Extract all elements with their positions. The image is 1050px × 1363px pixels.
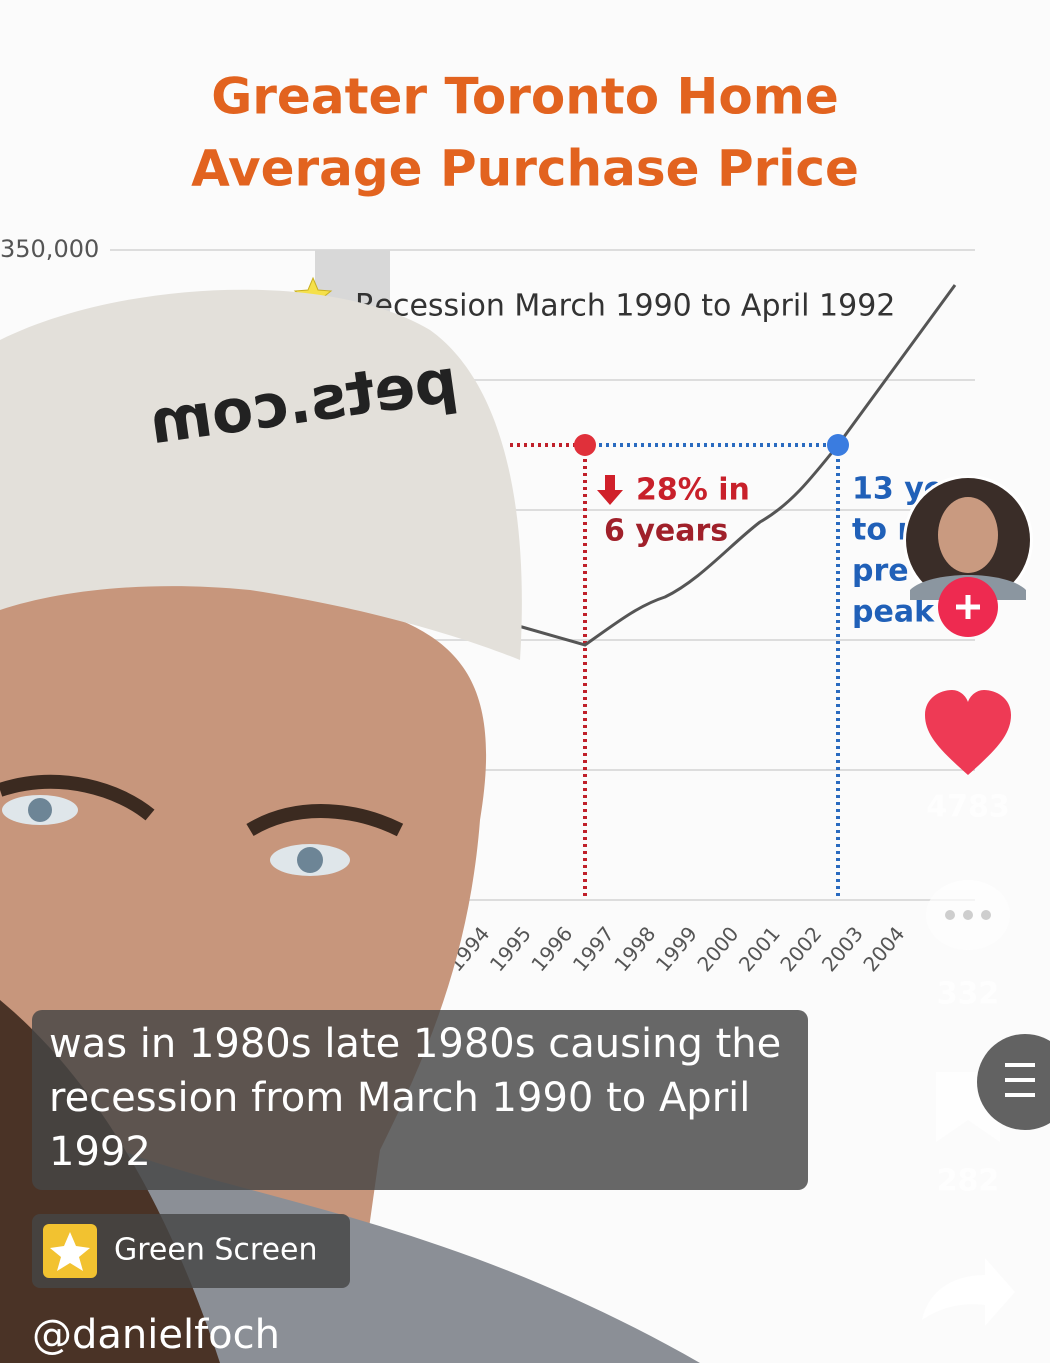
- chart-title: Greater Toronto Home: [211, 68, 839, 126]
- effect-chip[interactable]: Green Screen: [32, 1214, 350, 1288]
- follow-button[interactable]: [938, 577, 998, 637]
- chart-title: Average Purchase Price: [191, 140, 859, 198]
- caption-box: [32, 1010, 808, 1190]
- drop-annotation: 28% in: [636, 473, 750, 508]
- recovery-annotation-line: peak: [852, 595, 935, 630]
- down-arrow: [597, 475, 623, 505]
- caption: was in 1980s late 1980s causing the reces…: [49, 1021, 781, 1175]
- caption-line: 1992: [49, 1129, 151, 1175]
- marker: [574, 434, 596, 456]
- save-count: 282: [937, 1164, 1000, 1199]
- marker: [827, 434, 849, 456]
- recovery-annotation-line: to r: [852, 513, 912, 548]
- y-tick-label: 350,000: [0, 235, 99, 263]
- like-count: 4783: [926, 790, 1010, 825]
- like-button[interactable]: [925, 690, 1011, 775]
- caption-line: recession from March 1990 to April: [49, 1075, 750, 1121]
- recession-label: Recession March 1990 to April 1992: [355, 289, 895, 324]
- comment-button[interactable]: [926, 880, 1010, 950]
- drop-annotation: 6 years: [604, 514, 728, 549]
- comment-count: 332: [937, 977, 1000, 1012]
- price-line: [514, 284, 957, 647]
- effect-label: Green Screen: [114, 1233, 318, 1268]
- captions-button[interactable]: [977, 1034, 1050, 1130]
- caption-line: was in 1980s late 1980s causing the: [49, 1021, 781, 1067]
- avatar[interactable]: [903, 475, 1033, 605]
- recovery-annotation-line: pre: [852, 554, 909, 589]
- share-button[interactable]: [922, 1258, 1015, 1326]
- username[interactable]: @danielfoch: [32, 1312, 280, 1358]
